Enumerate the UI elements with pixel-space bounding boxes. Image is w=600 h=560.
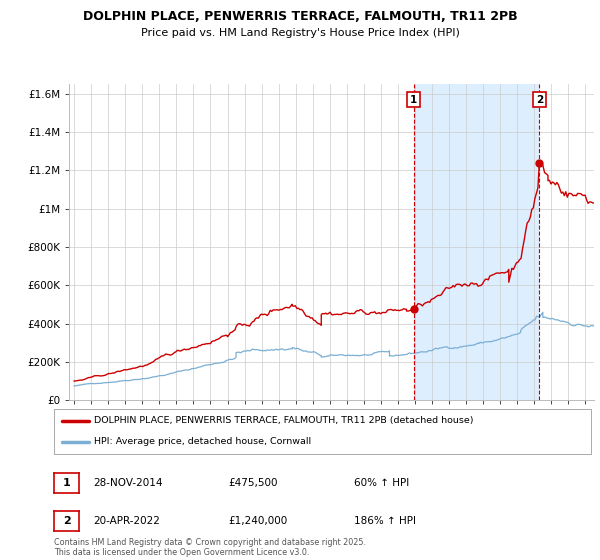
Text: 186% ↑ HPI: 186% ↑ HPI [354, 516, 416, 526]
Text: £475,500: £475,500 [228, 478, 277, 488]
Text: 60% ↑ HPI: 60% ↑ HPI [354, 478, 409, 488]
Text: DOLPHIN PLACE, PENWERRIS TERRACE, FALMOUTH, TR11 2PB: DOLPHIN PLACE, PENWERRIS TERRACE, FALMOU… [83, 10, 517, 23]
Text: HPI: Average price, detached house, Cornwall: HPI: Average price, detached house, Corn… [94, 437, 311, 446]
Text: 28-NOV-2014: 28-NOV-2014 [93, 478, 163, 488]
Text: £1,240,000: £1,240,000 [228, 516, 287, 526]
Text: 2: 2 [536, 95, 543, 105]
Text: Contains HM Land Registry data © Crown copyright and database right 2025.
This d: Contains HM Land Registry data © Crown c… [54, 538, 366, 557]
Text: 20-APR-2022: 20-APR-2022 [93, 516, 160, 526]
Text: 1: 1 [63, 478, 70, 488]
Text: DOLPHIN PLACE, PENWERRIS TERRACE, FALMOUTH, TR11 2PB (detached house): DOLPHIN PLACE, PENWERRIS TERRACE, FALMOU… [94, 417, 474, 426]
Text: 2: 2 [63, 516, 70, 526]
Text: Price paid vs. HM Land Registry's House Price Index (HPI): Price paid vs. HM Land Registry's House … [140, 28, 460, 38]
Text: 1: 1 [410, 95, 417, 105]
Bar [413, 84, 539, 400]
